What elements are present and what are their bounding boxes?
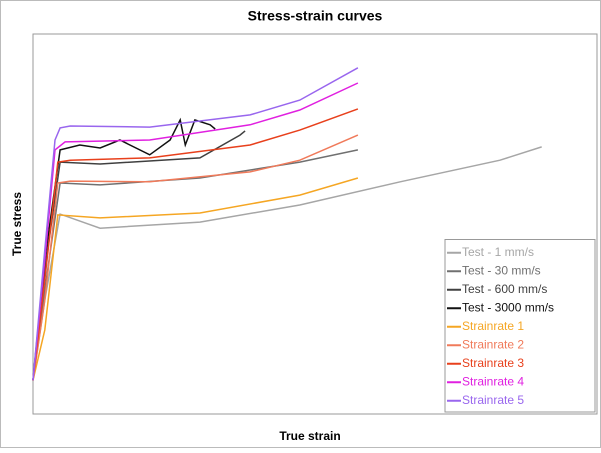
legend-label: Test - 30 mm/s — [462, 263, 541, 277]
legend-label: Strainrate 1 — [462, 319, 524, 333]
series-line — [32, 67, 359, 381]
series-line — [32, 149, 359, 381]
series-line — [32, 177, 359, 381]
series-line — [32, 108, 359, 381]
series-line — [32, 82, 359, 381]
legend-label: Strainrate 4 — [462, 374, 524, 388]
legend-label: Strainrate 3 — [462, 356, 524, 370]
series-line — [32, 134, 359, 381]
legend-box — [444, 239, 596, 413]
legend-label: Test - 1 mm/s — [462, 245, 534, 259]
legend-label: Test - 3000 mm/s — [462, 300, 554, 314]
legend-label: Test - 600 mm/s — [462, 282, 547, 296]
series-line — [32, 146, 542, 381]
plot-area — [32, 33, 598, 415]
series-line — [32, 130, 246, 381]
chart-title: Stress-strain curves — [248, 8, 383, 24]
legend-label: Strainrate 2 — [462, 337, 524, 351]
y-axis-label: True stress — [10, 192, 24, 256]
legend-label: Strainrate 5 — [462, 393, 524, 407]
x-axis-label: True strain — [279, 429, 340, 443]
series-line — [32, 117, 216, 381]
